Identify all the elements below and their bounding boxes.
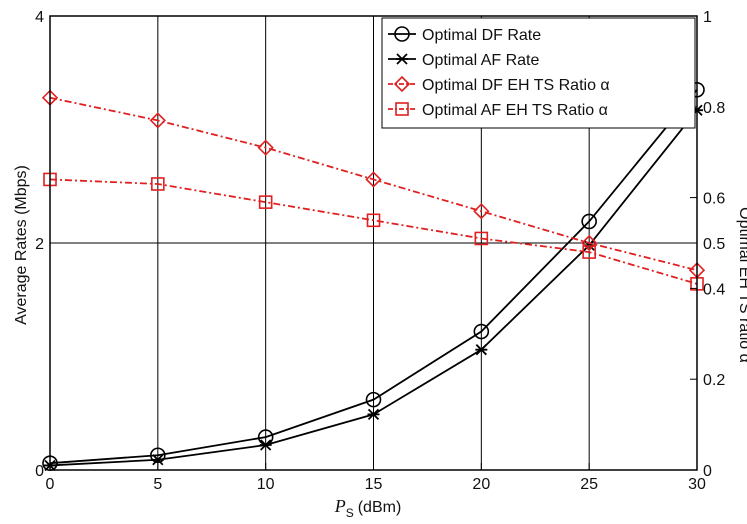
data-point	[473, 323, 490, 340]
y-left-tick-label: 4	[35, 9, 44, 26]
legend-marker	[396, 53, 408, 65]
x-axis-subscript: S	[346, 506, 354, 520]
data-point	[365, 391, 382, 408]
y-left-tick-label: 2	[35, 236, 44, 253]
data-point	[150, 447, 166, 464]
data-point	[257, 139, 274, 156]
series-line	[49, 89, 698, 465]
legend-marker	[394, 26, 410, 42]
data-point	[151, 454, 164, 466]
legend-entry: Optimal AF EH TS Ratio α	[388, 102, 608, 119]
legend-label: Optimal AF Rate	[422, 52, 539, 69]
data-point	[581, 234, 598, 252]
data-point	[473, 203, 490, 220]
y-right-tick-label: 0.5	[703, 236, 725, 253]
y-right-tick-label: 0.2	[703, 372, 725, 389]
series-line	[49, 178, 698, 285]
x-axis-symbol: P	[334, 496, 346, 516]
legend-entry: Optimal DF EH TS Ratio α	[388, 75, 610, 94]
data-point	[581, 213, 597, 230]
legend-label: Optimal DF Rate	[422, 27, 541, 44]
y-right-tick-label: 0	[703, 463, 712, 480]
y-right-tick-label: 0.4	[703, 281, 725, 298]
y-left-tick-label: 0	[35, 463, 44, 480]
series-line	[49, 96, 698, 272]
x-tick-label: 15	[365, 476, 383, 493]
series-1	[42, 81, 705, 471]
legend-label: Optimal DF EH TS Ratio α	[422, 77, 610, 94]
x-tick-label: 20	[472, 476, 490, 493]
x-tick-label: 5	[153, 476, 162, 493]
series-layer	[41, 81, 706, 472]
data-point	[366, 213, 381, 228]
y-axis-label-right: Optimal EH TS ratio α	[736, 207, 747, 363]
data-point	[582, 245, 596, 259]
x-tick-label: 0	[46, 476, 55, 493]
data-point	[367, 408, 380, 421]
legend-marker	[395, 102, 409, 116]
x-axis-label: PS (dBm)	[334, 496, 402, 520]
x-tick-label: 10	[257, 476, 275, 493]
legend-entry: Optimal DF Rate	[388, 26, 541, 44]
data-point	[474, 231, 489, 246]
x-tick-label: 30	[688, 476, 706, 493]
data-point	[149, 112, 166, 129]
legend-marker	[393, 75, 411, 93]
legend-box	[381, 17, 696, 129]
data-point	[258, 195, 273, 209]
data-point	[365, 171, 382, 188]
y-axis-label-left: Average Rates (Mbps)	[13, 165, 30, 325]
legend-label: Optimal AF EH TS Ratio α	[422, 102, 608, 119]
axes	[49, 15, 698, 471]
legend: Optimal DF Rate Optimal AF Rate Optimal DF…	[381, 17, 696, 129]
data-point	[475, 344, 488, 356]
y-right-tick-label: 0.8	[703, 100, 725, 117]
x-tick-label: 25	[580, 476, 598, 493]
y-right-tick-label: 0.6	[703, 191, 725, 208]
data-point	[259, 439, 272, 451]
legend-entry: Optimal AF Rate	[388, 52, 539, 69]
x-axis-unit: (dBm)	[358, 499, 402, 516]
y-right-tick-label: 1	[703, 9, 712, 26]
data-point	[151, 177, 165, 191]
